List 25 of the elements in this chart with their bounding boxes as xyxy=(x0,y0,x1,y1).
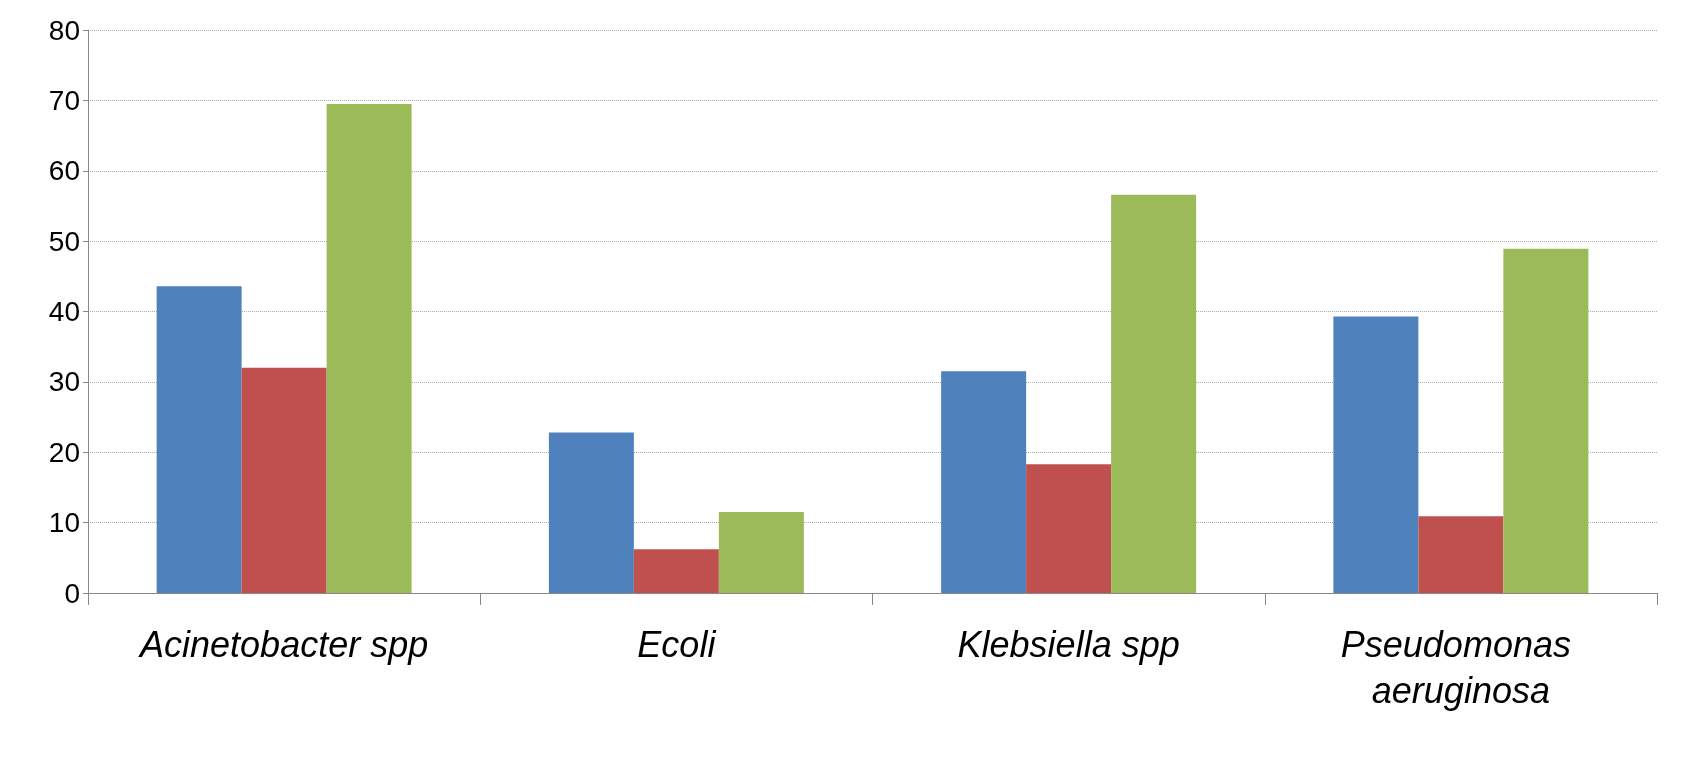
bar xyxy=(718,512,804,593)
bar xyxy=(241,367,327,593)
y-tick-label: 50 xyxy=(48,225,80,257)
bar xyxy=(156,286,242,593)
bar xyxy=(1418,516,1504,593)
bar xyxy=(1503,248,1589,593)
y-tick-label: 80 xyxy=(48,14,80,46)
y-tick-label: 30 xyxy=(48,366,80,398)
bar xyxy=(548,432,634,593)
x-tick-label: Pseudomonas aeruginosa xyxy=(1340,623,1581,711)
x-tick-label: Ecoli xyxy=(637,623,717,665)
bar xyxy=(1026,464,1112,593)
bar xyxy=(1111,194,1197,593)
bar xyxy=(326,103,412,593)
bar xyxy=(633,549,719,593)
bar xyxy=(1333,316,1419,593)
y-tick-label: 0 xyxy=(64,577,80,609)
y-tick-label: 70 xyxy=(48,84,80,116)
y-tick-label: 20 xyxy=(48,436,80,468)
bar xyxy=(941,371,1027,593)
y-tick-label: 60 xyxy=(48,155,80,187)
y-tick-label: 10 xyxy=(48,507,80,539)
y-tick-label: 40 xyxy=(48,296,80,327)
x-tick-label: Acinetobacter spp xyxy=(138,623,429,665)
x-tick-label: Klebsiella spp xyxy=(957,623,1180,665)
